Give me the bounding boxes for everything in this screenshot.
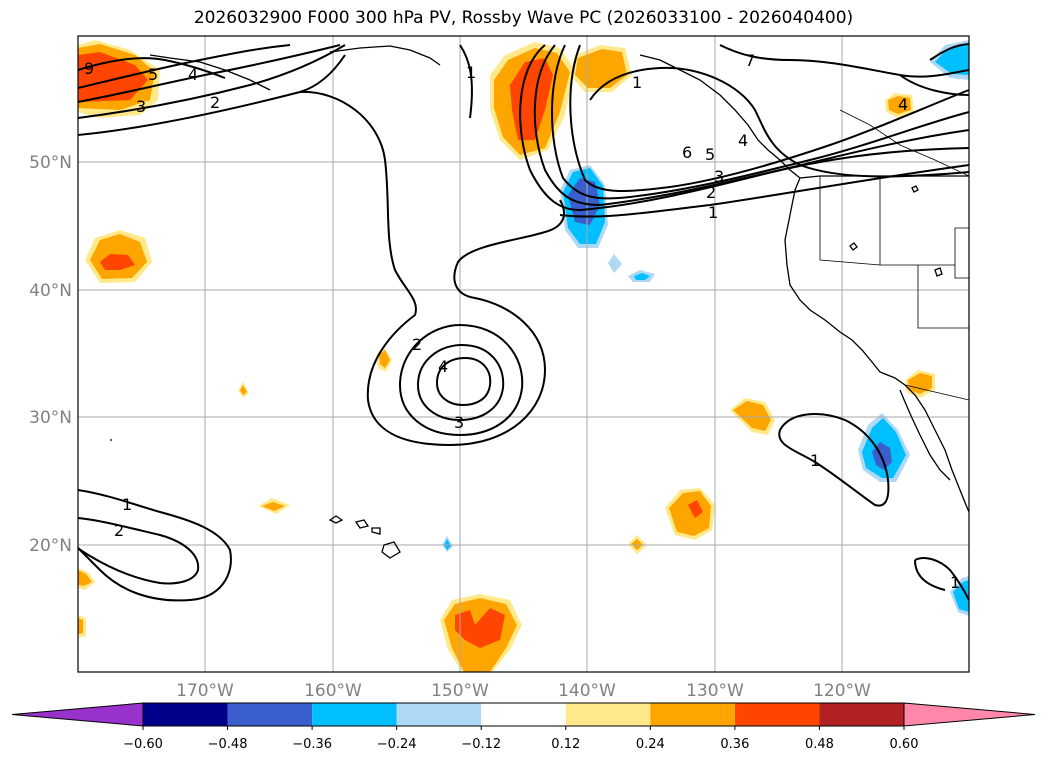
colorbar-swatch [312, 703, 397, 726]
colorbar-tick-label: −0.24 [377, 737, 417, 752]
contour-label: 1 [708, 203, 718, 222]
colorbar-tick-label: 0.36 [720, 737, 749, 752]
map-title: 2026032900 F000 300 hPa PV, Rossby Wave … [193, 8, 854, 28]
contour-label: 2 [114, 521, 124, 540]
colorbar-swatch [565, 703, 651, 726]
contour-label: 1 [122, 495, 132, 514]
pv-anomaly-shading [78, 40, 969, 672]
map-frame [77, 35, 970, 673]
colorbar-tick-label: −0.60 [123, 737, 163, 752]
contour-label: 1 [810, 451, 820, 470]
colorbar-tick-label: −0.48 [208, 737, 248, 752]
lon-label-150w: 150°W [431, 681, 489, 701]
contour-label: 2 [706, 183, 716, 202]
lon-label-160w: 160°W [304, 681, 362, 701]
contour-label: 5 [148, 65, 158, 84]
graticule [78, 36, 969, 672]
contour-labels: 9 3 2 4 5 1 1 7 6 5 4 3 2 1 4 2 4 3 1 2 … [84, 51, 960, 592]
lon-label-140w: 140°W [558, 681, 616, 701]
contour-label: 6 [682, 143, 692, 162]
contour-label: 1 [632, 73, 642, 92]
lat-label-50n: 50°N [29, 153, 72, 173]
contour-label: 1 [950, 573, 960, 592]
colorbar-swatch [143, 703, 228, 726]
colorbar-swatch [481, 703, 566, 726]
colorbar-swatch [650, 703, 735, 726]
colorbar-tick-label: 0.12 [551, 737, 580, 752]
colorbar-swatch [396, 703, 482, 726]
contour-label: 4 [738, 131, 748, 150]
contour-label: 3 [454, 413, 464, 432]
contour-label: 4 [188, 65, 198, 84]
colorbar-swatches [11, 702, 1036, 727]
lat-label-30n: 30°N [29, 408, 72, 428]
longitude-labels: 170°W 160°W 150°W 140°W 130°W 120°W [176, 681, 871, 701]
contour-label: 3 [136, 97, 146, 116]
colorbar-tick-label: 0.60 [890, 737, 919, 752]
contour-label: 7 [745, 51, 755, 70]
contour-label: 3 [714, 167, 724, 186]
lat-label-40n: 40°N [29, 281, 72, 301]
colorbar-tick-label: 0.48 [805, 737, 834, 752]
contour-label: 1 [466, 63, 476, 82]
colorbar: −0.60 −0.48 −0.36 −0.24 −0.12 0.12 0.24 0.36 0.4… [11, 702, 1036, 752]
colorbar-tick-label: 0.24 [636, 737, 665, 752]
contour-label: 4 [898, 95, 908, 114]
lat-label-20n: 20°N [29, 536, 72, 556]
colorbar-over-extension [903, 702, 1036, 727]
colorbar-under-extension [11, 702, 144, 727]
colorbar-swatch [819, 703, 904, 726]
colorbar-tick-label: −0.12 [461, 737, 501, 752]
colorbar-outline [142, 702, 905, 727]
contour-label: 2 [412, 335, 422, 354]
lon-label-130w: 130°W [686, 681, 744, 701]
lon-label-120w: 120°W [813, 681, 871, 701]
colorbar-ticks: −0.60 −0.48 −0.36 −0.24 −0.12 0.12 0.24 0.36 0.4… [123, 726, 918, 752]
pv-contours [77, 43, 970, 602]
latitude-labels: 50°N 40°N 30°N 20°N [29, 153, 72, 556]
lon-label-170w: 170°W [176, 681, 234, 701]
contour-label: 4 [438, 357, 448, 376]
contour-label: 5 [705, 145, 715, 164]
colorbar-swatch [734, 703, 820, 726]
colorbar-swatch [227, 703, 313, 726]
map-area: 9 3 2 4 5 1 1 7 6 5 4 3 2 1 4 2 4 3 1 2 … [77, 35, 970, 673]
contour-label: 2 [210, 93, 220, 112]
colorbar-tick-label: −0.36 [292, 737, 332, 752]
contour-label: 9 [84, 59, 94, 78]
